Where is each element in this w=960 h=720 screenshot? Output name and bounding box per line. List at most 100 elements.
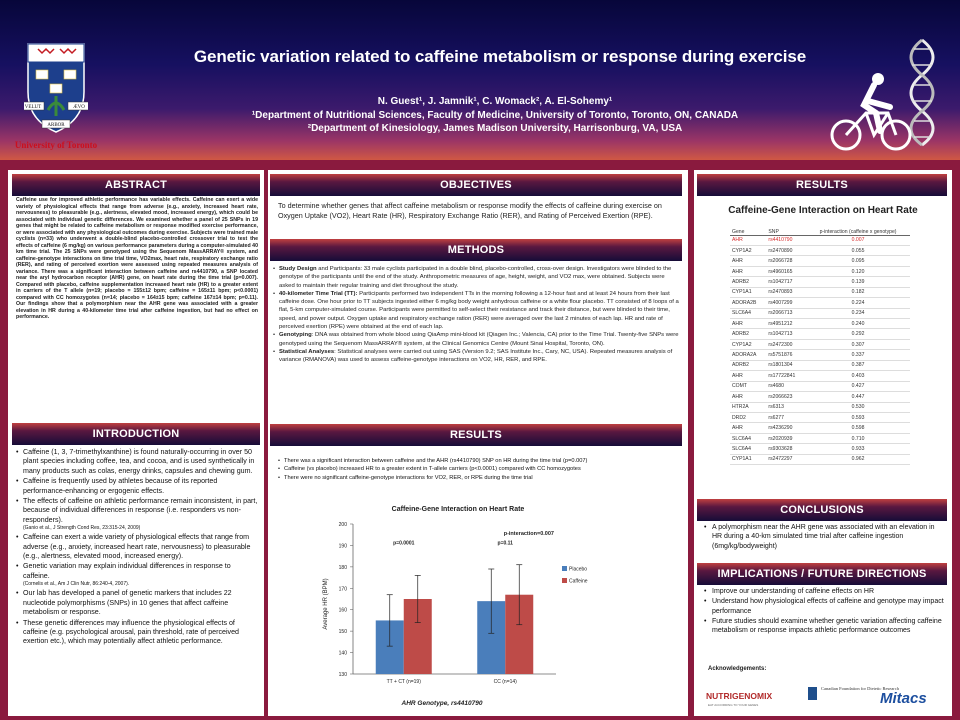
p-annotations: p=0.0001 p=0.11 <box>393 540 513 546</box>
objectives-text: To determine whether genes that affect c… <box>278 201 662 221</box>
results-heading-right: RESULTS <box>697 174 947 196</box>
citation: (Ganio et al., J Strength Cond Res, 23:3… <box>23 525 141 532</box>
snp-cell: rs4236290 <box>766 422 807 434</box>
svg-text:Mitacs: Mitacs <box>880 690 927 707</box>
snp-cell: rs4680 <box>766 381 807 393</box>
list-item: Statistical Analyses: Statistical analys… <box>273 348 681 365</box>
x-category-label: CC (n=14) <box>494 679 518 685</box>
table-row: AHR rs17722841 0.403 <box>730 370 910 382</box>
snp-cell: rs6313 <box>766 402 807 413</box>
gene-cell: ADRB2 <box>730 328 767 340</box>
list-item: A polymorphism near the AHR gene was ass… <box>704 523 944 551</box>
affiliation-2: ²Department of Kinesiology, James Madiso… <box>307 123 683 134</box>
list-item: There were no significant caffeine-genot… <box>278 474 678 483</box>
table-row: ADORA2A rs5751876 0.337 <box>730 349 910 361</box>
table-row: HTR2A rs6313 0.530 <box>730 402 910 413</box>
snp-cell: rs2066713 <box>766 308 807 320</box>
gene-cell: AHR <box>730 235 767 246</box>
snp-cell: rs1042713 <box>766 328 807 340</box>
implications-heading: IMPLICATIONS / FUTURE DIRECTIONS <box>697 563 947 585</box>
snp-cell: rs5751876 <box>766 349 807 361</box>
snp-cell: rs2470890 <box>766 245 807 257</box>
p-value-cell: 0.055 <box>806 245 910 257</box>
gene-cell: CYP1A1 <box>730 454 767 466</box>
y-tick-label: 190 <box>339 543 348 549</box>
p-value-annotation: p=0.0001 <box>393 540 414 546</box>
motto-word: VELUT <box>25 105 41 110</box>
table-row: ADORA2B rs4007299 0.224 <box>730 297 910 309</box>
gene-cell: AHR <box>730 255 767 267</box>
list-item: These genetic differences may influence … <box>16 619 258 647</box>
snp-cell: rs2066728 <box>766 255 807 267</box>
table-header-row: Gene SNP p-interaction (caffeine x genot… <box>730 218 910 236</box>
snp-cell: rs4951212 <box>766 318 807 330</box>
column-header-snp: SNP <box>766 218 807 236</box>
gene-cell: AHR <box>730 422 767 434</box>
table-row: ADRB2 rs1042713 0.292 <box>730 328 910 340</box>
gene-cell: ADRB2 <box>730 360 767 372</box>
list-item: Understand how physiological effects of … <box>704 597 946 616</box>
snp-cell: rs2472300 <box>766 339 807 351</box>
acknowledgements-label: Acknowledgements: <box>708 666 767 672</box>
snp-cell: rs2470893 <box>766 287 807 299</box>
p-value-cell: 0.307 <box>806 339 910 351</box>
list-item: Caffeine is frequently used by athletes … <box>16 477 258 496</box>
list-item: Study Design and Participants: 33 male c… <box>273 265 681 290</box>
mitacs-logo: Mitacs <box>880 690 927 707</box>
y-tick-label: 180 <box>339 565 348 571</box>
gene-cell: DRD2 <box>730 412 767 424</box>
sponsor-logos: NUTRIGENOMIX EAT ACCORDING TO YOUR GENES… <box>706 686 927 707</box>
p-value-cell: 0.427 <box>806 381 910 393</box>
crest-motto: VELUT ARBOR ÆVO <box>24 101 88 129</box>
snp-cell: rs4960165 <box>766 266 807 278</box>
x-categories: TT + CT (n=19) CC (n=14) <box>387 679 518 685</box>
gene-cell: AHR <box>730 266 767 278</box>
motto-word: ARBOR <box>47 123 65 128</box>
x-category-label: TT + CT (n=19) <box>387 679 422 685</box>
list-item: Caffeine (vs placebo) increased HR to a … <box>278 465 678 474</box>
dna-helix-icon <box>909 38 935 147</box>
x-axis-label: AHR Genotype, rs4410790 <box>401 700 483 707</box>
p-value-cell: 0.598 <box>806 422 910 434</box>
p-value-cell: 0.447 <box>806 391 910 403</box>
cyclist-dna-illustration <box>830 38 935 151</box>
y-tick-label: 160 <box>339 608 348 614</box>
table-title: Caffeine-Gene Interaction on Heart Rate <box>728 205 918 216</box>
legend-swatch-placebo <box>562 566 567 571</box>
motto-word: ÆVO <box>73 105 85 110</box>
table-row: AHR rs4236290 0.598 <box>730 422 910 434</box>
gene-cell: SLC6A4 <box>730 433 767 445</box>
nutrigenomix-logo: NUTRIGENOMIX EAT ACCORDING TO YOUR GENES <box>706 691 772 707</box>
gene-cell: ADRB2 <box>730 276 767 288</box>
y-axis-label: Average HR (BPM) <box>323 578 329 629</box>
methods-list: Study Design and Participants: 33 male c… <box>273 265 681 365</box>
cfdr-logo: Canadian Foundation for Dietetic Researc… <box>808 686 900 700</box>
legend-label-caffeine: Caffeine <box>569 579 588 585</box>
list-item: The effects of caffeine on athletic perf… <box>16 497 258 532</box>
poster-title: Genetic variation related to caffeine me… <box>193 47 807 66</box>
table-row: DRD2 rs6277 0.593 <box>730 412 910 424</box>
chart-title: Caffeine-Gene Interaction on Heart Rate <box>392 506 525 513</box>
column-header-p: p-interaction (caffeine x genotype) <box>806 218 910 236</box>
table-row: ADRB2 rs1801304 0.387 <box>730 360 910 372</box>
gene-cell: COMT <box>730 381 767 393</box>
introduction-heading: INTRODUCTION <box>12 423 260 445</box>
p-value-cell: 0.139 <box>806 276 910 288</box>
table-body: AHR rs4410790 0.007 CYP1A2 rs2470890 0.055 AHR… <box>730 235 910 466</box>
p-value-cell: 0.530 <box>806 402 910 413</box>
p-value-cell: 0.234 <box>806 308 910 320</box>
snp-cell: rs1042717 <box>766 276 807 288</box>
table-row: CYP1A1 rs2470893 0.182 <box>730 287 910 299</box>
chart-legend: Placebo Caffeine <box>562 566 588 585</box>
p-value-cell: 0.224 <box>806 297 910 309</box>
methods-heading: METHODS <box>270 239 682 261</box>
snp-cell: rs6277 <box>766 412 807 424</box>
p-value-cell: 0.292 <box>806 328 910 340</box>
y-ticks: 130 140 150 160 170 180 190 200 <box>339 522 353 678</box>
list-item: Genetic variation may explain individual… <box>16 562 258 588</box>
poster-header: VELUT ARBOR ÆVO University of Toronto Ge… <box>0 0 960 160</box>
snp-cell: rs4007299 <box>766 297 807 309</box>
svg-text:EAT ACCORDING TO YOUR GENES: EAT ACCORDING TO YOUR GENES <box>708 703 758 707</box>
gene-cell: SLC6A4 <box>730 443 767 455</box>
snp-cell: rs2020939 <box>766 433 807 445</box>
